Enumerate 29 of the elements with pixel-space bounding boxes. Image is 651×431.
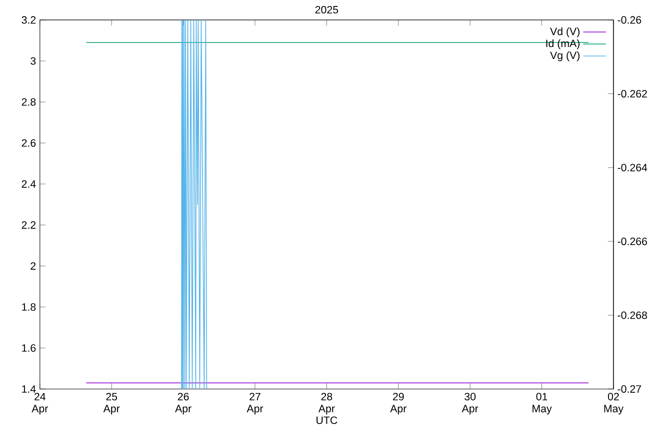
- x-tick-label: 26 Apr: [175, 392, 192, 414]
- y-tick-label: 3.2: [22, 16, 36, 24]
- legend-label: Vd (V): [550, 27, 580, 38]
- x-tick-label: 29 Apr: [390, 392, 406, 414]
- y-tick-label: 2.2: [22, 221, 36, 229]
- y2-tick-label: -0.26: [618, 16, 642, 24]
- y-tick-label: 2.4: [22, 180, 36, 188]
- y-tick-label: 1.6: [22, 344, 36, 352]
- y2-tick-label: -0.27: [618, 385, 641, 393]
- x-tick-label: 28 Apr: [318, 392, 335, 414]
- y-tick-label: 2: [30, 262, 36, 270]
- y2-tick-label: -0.264: [618, 164, 648, 172]
- x-tick-label: 30 Apr: [462, 392, 478, 414]
- y-tick-label: 1.4: [22, 385, 36, 393]
- x-tick-label: 24 Apr: [32, 392, 48, 414]
- y2-tick-label: -0.262: [618, 90, 647, 98]
- x-axis-title: UTC: [316, 416, 338, 424]
- y-tick-label: 3: [30, 57, 36, 65]
- x-tick-label: 01 May: [532, 392, 552, 414]
- y2-tick-label: -0.268: [618, 311, 647, 320]
- x-tick-label: 27 Apr: [246, 392, 264, 414]
- y-tick-label: 2.6: [22, 139, 36, 147]
- x-tick-label: 25 Apr: [103, 392, 120, 414]
- x-tick-label: 02 May: [604, 392, 624, 414]
- y2-tick-label: -0.266: [618, 238, 647, 246]
- y-tick-label: 1.8: [22, 303, 36, 311]
- chart-title: 2025: [315, 6, 338, 14]
- legend-label: Vg (V): [550, 51, 580, 62]
- y-tick-label: 2.8: [22, 98, 36, 106]
